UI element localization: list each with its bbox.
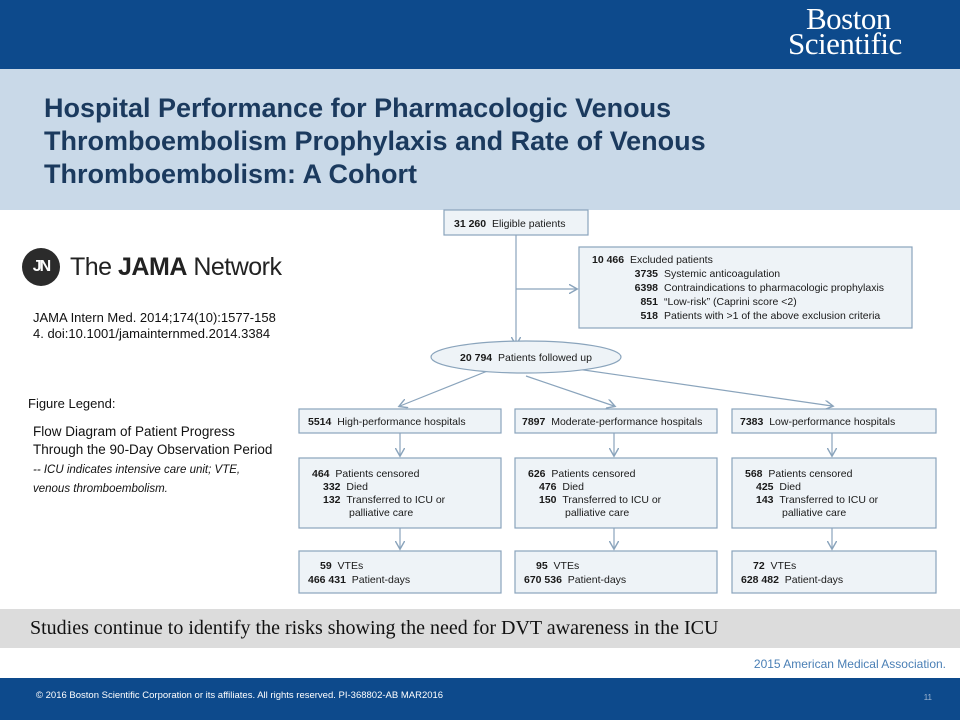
logo-line-1: Boston xyxy=(806,1,891,36)
box-moderate-group xyxy=(514,408,718,434)
summary-banner-text: Studies continue to identify the risks s… xyxy=(30,617,719,639)
excluded-head: 10 466 Excluded patients xyxy=(592,254,713,266)
logo-line-2: Scientific xyxy=(788,26,902,61)
box-high-group xyxy=(298,408,502,434)
citation: JAMA Intern Med. 2014;174(10):1577-1584.… xyxy=(33,310,276,341)
jn-logo-icon: JN xyxy=(22,248,60,286)
jama-network-wordmark: The JAMA Network xyxy=(70,253,282,282)
box-moderate-vte xyxy=(514,550,718,594)
high-patient-days: 466 431 Patient-days xyxy=(308,574,410,586)
jama-suffix: Network xyxy=(186,252,282,281)
connector-to-high xyxy=(400,369,491,406)
eligible-text: 31 260 Eligible patients xyxy=(454,218,566,230)
box-high-vte xyxy=(298,550,502,594)
figure-legend-main: Flow Diagram of Patient Progress Through… xyxy=(33,424,273,457)
moderate-died: 476 Died xyxy=(539,481,584,493)
connector-to-low xyxy=(569,367,832,406)
jama-bold: JAMA xyxy=(118,252,187,281)
high-group-text: 5514 High-performance hospitals xyxy=(308,416,466,428)
box-moderate-censored xyxy=(514,457,718,529)
moderate-transferred-2: palliative care xyxy=(565,507,629,519)
jama-network-logo: JN The JAMA Network xyxy=(22,248,282,286)
figure-legend-text: Flow Diagram of Patient Progress Through… xyxy=(33,423,278,498)
high-died: 332 Died xyxy=(323,481,368,493)
low-group-text: 7383 Low-performance hospitals xyxy=(740,416,895,428)
box-low-censored xyxy=(731,457,937,529)
low-transferred-2: palliative care xyxy=(782,507,846,519)
slide-title: Hospital Performance for Pharmacologic V… xyxy=(44,93,706,189)
moderate-group-text: 7897 Moderate-performance hospitals xyxy=(522,416,702,428)
footer-copyright: © 2016 Boston Scientific Corporation or … xyxy=(36,690,444,701)
connector-to-moderate xyxy=(525,375,614,406)
ama-copyright: 2015 American Medical Association. xyxy=(753,657,946,671)
box-excluded xyxy=(578,246,913,329)
footer-bar xyxy=(0,678,960,720)
title-band xyxy=(0,69,960,210)
followed-up-text: 20 794 Patients followed up xyxy=(460,352,592,364)
box-low-group xyxy=(731,408,937,434)
excluded-n-3: 851 xyxy=(640,296,658,308)
excluded-n-1: 3735 xyxy=(635,268,659,280)
box-eligible xyxy=(443,209,589,236)
page-number: 11 xyxy=(923,693,932,702)
low-transferred-1: 143 Transferred to ICU or xyxy=(756,494,879,506)
low-died: 425 Died xyxy=(756,481,801,493)
moderate-censored: 626 Patients censored xyxy=(528,468,636,480)
figure-legend-label: Figure Legend: xyxy=(28,396,116,411)
excluded-n-4: 518 xyxy=(640,310,658,322)
excluded-label-2: Contraindications to pharmacologic proph… xyxy=(664,282,884,294)
excluded-n-2: 6398 xyxy=(635,282,659,294)
summary-banner xyxy=(0,609,960,648)
boston-scientific-logo: Boston Scientific xyxy=(788,1,938,61)
high-vtes: 59 VTEs xyxy=(320,560,363,572)
box-high-censored xyxy=(298,457,502,529)
moderate-patient-days: 670 536 Patient-days xyxy=(524,574,626,586)
moderate-transferred-1: 150 Transferred to ICU or xyxy=(539,494,662,506)
excluded-label-1: Systemic anticoagulation xyxy=(664,268,780,280)
low-patient-days: 628 482 Patient-days xyxy=(741,574,843,586)
low-vtes: 72 VTEs xyxy=(753,560,796,572)
jama-prefix: The xyxy=(70,252,119,281)
excluded-label-3: “Low-risk” (Caprini score <2) xyxy=(664,296,797,308)
box-followed-up xyxy=(430,340,622,374)
moderate-vtes: 95 VTEs xyxy=(536,560,579,572)
figure-legend-note: -- ICU indicates intensive care unit; VT… xyxy=(33,464,241,495)
box-low-vte xyxy=(731,550,937,594)
top-bar xyxy=(0,0,960,69)
high-censored: 464 Patients censored xyxy=(312,468,420,480)
excluded-label-4: Patients with >1 of the above exclusion … xyxy=(664,310,880,322)
low-censored: 568 Patients censored xyxy=(745,468,853,480)
high-transferred-2: palliative care xyxy=(349,507,413,519)
high-transferred-1: 132 Transferred to ICU or xyxy=(323,494,446,506)
